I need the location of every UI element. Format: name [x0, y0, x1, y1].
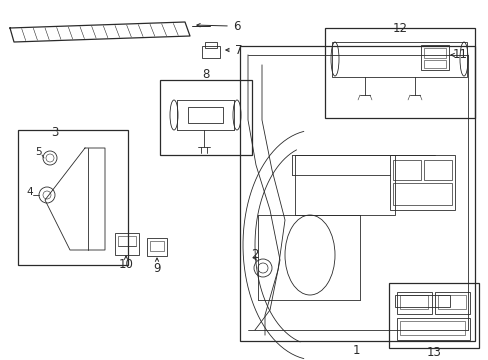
- Bar: [160, 80, 251, 155]
- Text: 11: 11: [451, 49, 467, 62]
- Bar: [389, 155, 454, 210]
- Bar: [423, 160, 451, 180]
- Text: 4: 4: [27, 187, 33, 197]
- Bar: [392, 183, 451, 205]
- Bar: [420, 45, 448, 70]
- Bar: [396, 292, 431, 314]
- Text: 5: 5: [35, 147, 41, 157]
- Text: 3: 3: [51, 126, 59, 139]
- Bar: [388, 283, 478, 348]
- Bar: [399, 321, 464, 335]
- Bar: [399, 295, 427, 309]
- Bar: [434, 292, 469, 314]
- Text: 8: 8: [202, 68, 209, 81]
- Bar: [331, 42, 466, 77]
- Bar: [423, 60, 445, 68]
- Bar: [118, 236, 136, 246]
- Text: 10: 10: [118, 257, 133, 270]
- Text: 1: 1: [351, 343, 359, 356]
- Bar: [202, 46, 220, 58]
- Bar: [150, 241, 163, 251]
- Text: 7: 7: [235, 44, 242, 57]
- Text: 12: 12: [392, 22, 407, 35]
- Bar: [392, 160, 420, 180]
- Bar: [204, 42, 217, 48]
- Bar: [115, 233, 139, 255]
- Text: 6: 6: [233, 19, 240, 32]
- Bar: [294, 155, 394, 215]
- Text: 2: 2: [251, 248, 258, 261]
- Bar: [187, 107, 223, 123]
- Bar: [325, 28, 474, 118]
- Text: 13: 13: [426, 346, 441, 360]
- Bar: [396, 318, 469, 340]
- Bar: [18, 130, 128, 265]
- Bar: [423, 48, 445, 58]
- Bar: [147, 238, 167, 256]
- Bar: [394, 295, 449, 307]
- Bar: [240, 46, 474, 341]
- Text: 9: 9: [153, 261, 161, 274]
- Bar: [437, 295, 465, 309]
